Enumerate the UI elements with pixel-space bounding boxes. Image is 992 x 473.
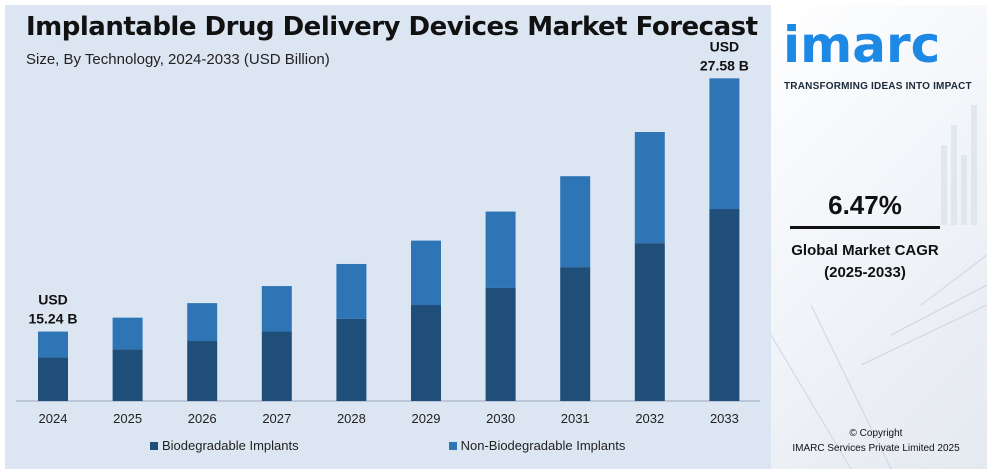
background-decoration xyxy=(771,105,987,469)
bar-non-biodegradable-2030 xyxy=(485,211,516,288)
data-label-2033-line2: 27.58 B xyxy=(700,57,749,73)
bar-biodegradable-2032 xyxy=(634,243,665,401)
legend-swatch-biodegradable xyxy=(150,441,158,450)
x-tick-label-2029: 2029 xyxy=(412,411,441,426)
page-title: Implantable Drug Delivery Devices Market… xyxy=(26,12,758,42)
bar-non-biodegradable-2033 xyxy=(709,78,740,210)
copyright-line1: © Copyright xyxy=(849,428,903,439)
bar-biodegradable-2030 xyxy=(485,287,516,401)
bar-biodegradable-2033 xyxy=(709,209,740,401)
x-tick-label-2026: 2026 xyxy=(188,411,217,426)
bar-biodegradable-2025 xyxy=(112,349,143,401)
bar-non-biodegradable-2028 xyxy=(336,263,367,319)
brand-tagline: TRANSFORMING IDEAS INTO IMPACT xyxy=(784,81,972,92)
cagr-label-line1: Global Market CAGR xyxy=(791,242,939,259)
x-tick-label-2032: 2032 xyxy=(635,411,664,426)
bar-biodegradable-2028 xyxy=(336,318,367,401)
bar-non-biodegradable-2024 xyxy=(38,331,68,358)
bar-biodegradable-2026 xyxy=(187,341,218,401)
x-tick-label-2031: 2031 xyxy=(561,411,590,426)
bar-non-biodegradable-2026 xyxy=(187,303,218,342)
bar-non-biodegradable-2027 xyxy=(261,286,292,332)
imarc-logo: imarc xyxy=(783,16,941,74)
info-panel xyxy=(771,5,987,469)
bar-non-biodegradable-2032 xyxy=(634,131,665,244)
copyright-line2: IMARC Services Private Limited 2025 xyxy=(792,443,960,454)
bar-non-biodegradable-2029 xyxy=(411,240,441,306)
copyright-notice: © Copyright IMARC Services Private Limit… xyxy=(778,426,974,456)
stacked-bar-chart: 2024 2025 2026 2027 2028 2029 2030 2031 2032 2033… xyxy=(16,38,760,426)
legend-item-biodegradable: Biodegradable Implants xyxy=(150,438,299,453)
x-tick-label-2027: 2027 xyxy=(262,411,291,426)
bar-non-biodegradable-2031 xyxy=(560,176,591,268)
data-label-2024-line1: USD xyxy=(38,292,68,308)
legend-label-biodegradable: Biodegradable Implants xyxy=(162,438,299,453)
legend-swatch-non-biodegradable xyxy=(448,441,457,450)
bar-biodegradable-2024 xyxy=(38,357,68,401)
bar-non-biodegradable-2025 xyxy=(112,317,143,350)
x-tick-label-2030: 2030 xyxy=(486,411,515,426)
legend-item-non-biodegradable: Non-Biodegradable Implants xyxy=(448,438,626,453)
bar-biodegradable-2029 xyxy=(411,305,441,401)
bar-biodegradable-2031 xyxy=(560,267,591,401)
cagr-label-line2: (2025-2033) xyxy=(824,264,906,281)
cagr-label: Global Market CAGR (2025-2033) xyxy=(778,240,952,284)
x-tick-label-2028: 2028 xyxy=(337,411,366,426)
data-label-2024-line2: 15.24 B xyxy=(28,311,77,327)
chart-subtitle: Size, By Technology, 2024-2033 (USD Bill… xyxy=(26,51,330,68)
bar-biodegradable-2027 xyxy=(261,331,292,401)
x-tick-label-2024: 2024 xyxy=(39,411,68,426)
chart-legend: Biodegradable Implants Non-Biodegradable… xyxy=(150,438,625,453)
x-tick-label-2025: 2025 xyxy=(113,411,142,426)
data-label-2033-line1: USD xyxy=(710,38,740,54)
x-tick-label-2033: 2033 xyxy=(710,411,739,426)
cagr-divider xyxy=(790,226,940,229)
legend-label-non-biodegradable: Non-Biodegradable Implants xyxy=(460,438,626,453)
cagr-value: 6.47% xyxy=(828,190,902,220)
